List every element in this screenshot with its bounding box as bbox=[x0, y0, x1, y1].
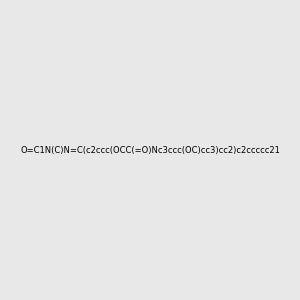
Text: O=C1N(C)N=C(c2ccc(OCC(=O)Nc3ccc(OC)cc3)cc2)c2ccccc21: O=C1N(C)N=C(c2ccc(OCC(=O)Nc3ccc(OC)cc3)c… bbox=[20, 146, 280, 154]
